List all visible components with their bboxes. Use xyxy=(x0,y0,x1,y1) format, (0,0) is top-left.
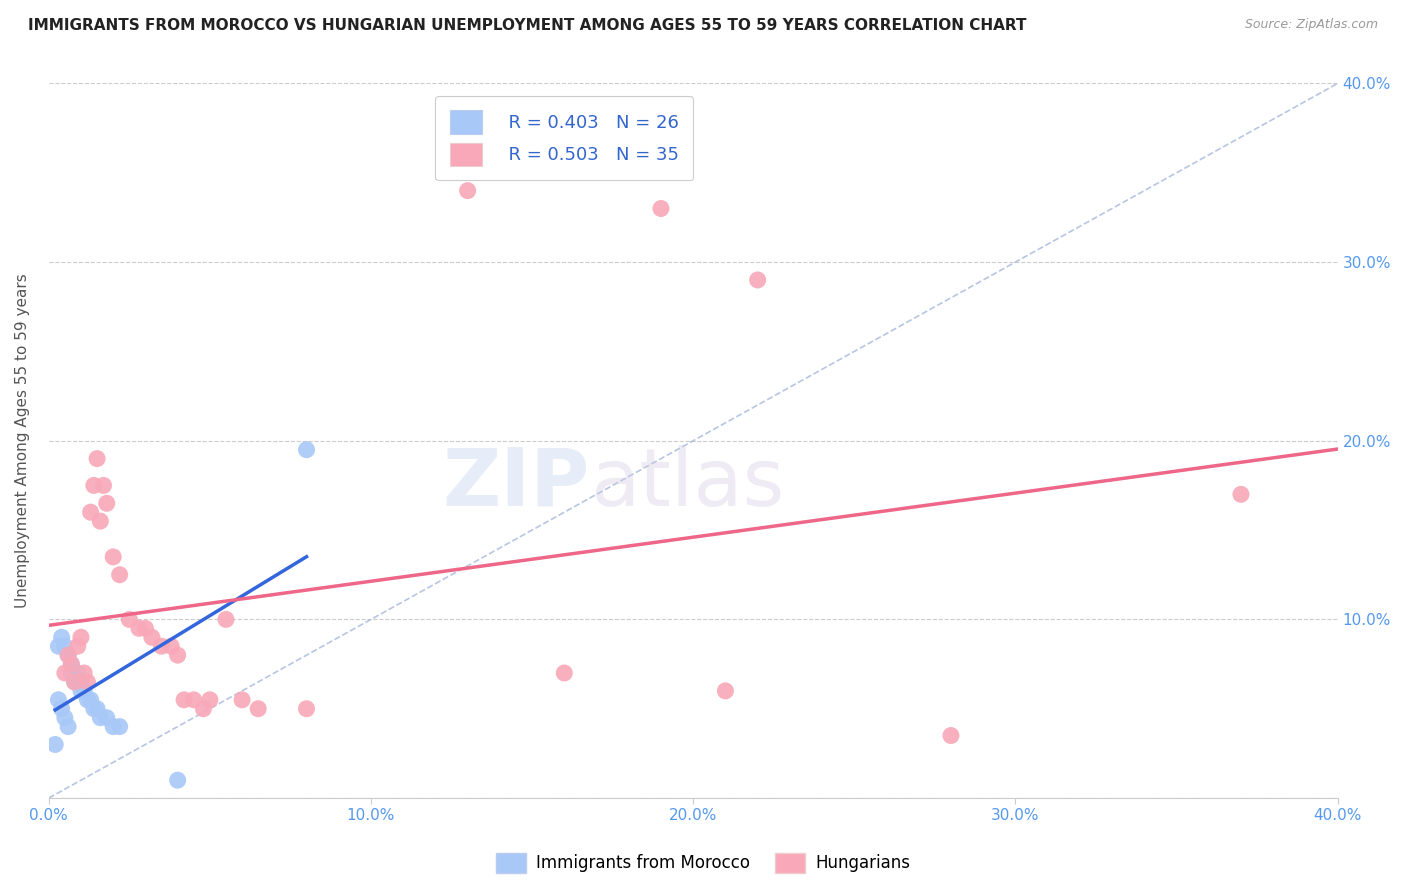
Point xyxy=(79,505,101,519)
Point xyxy=(51,702,73,716)
Point xyxy=(51,630,73,644)
Point xyxy=(247,702,270,716)
Point xyxy=(747,273,769,287)
Point xyxy=(60,657,83,671)
Text: IMMIGRANTS FROM MOROCCO VS HUNGARIAN UNEMPLOYMENT AMONG AGES 55 TO 59 YEARS CORR: IMMIGRANTS FROM MOROCCO VS HUNGARIAN UNE… xyxy=(28,18,1026,33)
Point xyxy=(150,639,173,653)
Point xyxy=(60,657,83,671)
Point xyxy=(108,567,131,582)
Point xyxy=(70,684,93,698)
Point xyxy=(141,630,163,644)
Point xyxy=(63,675,86,690)
Point xyxy=(66,639,89,653)
Point xyxy=(231,693,253,707)
Text: ZIP: ZIP xyxy=(443,444,591,523)
Point xyxy=(118,612,141,626)
Point xyxy=(83,478,105,492)
Text: Source: ZipAtlas.com: Source: ZipAtlas.com xyxy=(1244,18,1378,31)
Point xyxy=(83,702,105,716)
Point xyxy=(96,711,118,725)
Point xyxy=(53,639,76,653)
Point xyxy=(53,711,76,725)
Point xyxy=(48,639,70,653)
Point xyxy=(96,496,118,510)
Point xyxy=(89,514,111,528)
Point xyxy=(60,665,83,680)
Point xyxy=(183,693,205,707)
Point xyxy=(128,621,150,635)
Point xyxy=(53,665,76,680)
Legend: Immigrants from Morocco, Hungarians: Immigrants from Morocco, Hungarians xyxy=(489,847,917,880)
Point xyxy=(63,675,86,690)
Point xyxy=(714,684,737,698)
Point xyxy=(108,720,131,734)
Text: atlas: atlas xyxy=(591,444,785,523)
Point xyxy=(457,184,479,198)
Point xyxy=(553,665,575,680)
Point xyxy=(44,738,66,752)
Point xyxy=(56,648,79,662)
Point xyxy=(166,773,188,788)
Point xyxy=(48,693,70,707)
Point xyxy=(160,639,183,653)
Point xyxy=(939,729,962,743)
Y-axis label: Unemployment Among Ages 55 to 59 years: Unemployment Among Ages 55 to 59 years xyxy=(15,273,30,608)
Point xyxy=(73,665,96,680)
Point xyxy=(70,630,93,644)
Point xyxy=(93,478,115,492)
Point xyxy=(76,675,98,690)
Point xyxy=(166,648,188,662)
Point xyxy=(198,693,221,707)
Point xyxy=(134,621,156,635)
Legend:   R = 0.403   N = 26,   R = 0.503   N = 35: R = 0.403 N = 26, R = 0.503 N = 35 xyxy=(436,96,693,180)
Point xyxy=(650,202,672,216)
Point xyxy=(103,549,125,564)
Point xyxy=(295,442,318,457)
Point xyxy=(215,612,238,626)
Point xyxy=(89,711,111,725)
Point xyxy=(1230,487,1253,501)
Point xyxy=(76,693,98,707)
Point xyxy=(295,702,318,716)
Point xyxy=(56,720,79,734)
Point xyxy=(73,684,96,698)
Point xyxy=(79,693,101,707)
Point xyxy=(173,693,195,707)
Point xyxy=(193,702,215,716)
Point xyxy=(86,451,108,466)
Point xyxy=(103,720,125,734)
Point xyxy=(66,665,89,680)
Point xyxy=(56,648,79,662)
Point xyxy=(70,675,93,690)
Point xyxy=(86,702,108,716)
